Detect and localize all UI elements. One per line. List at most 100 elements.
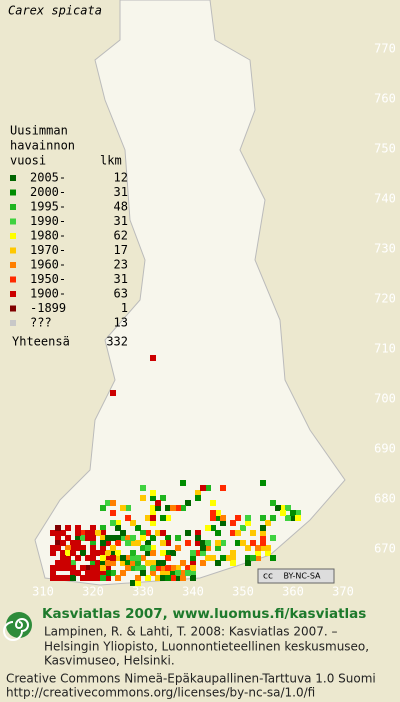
grid-square xyxy=(90,565,96,571)
grid-square xyxy=(200,560,206,566)
grid-square xyxy=(135,555,141,561)
grid-square xyxy=(90,530,96,536)
grid-square xyxy=(120,530,126,536)
grid-square xyxy=(140,530,146,536)
grid-square xyxy=(90,570,96,576)
license: Creative Commons Nimeä-Epäkaupallinen-Ta… xyxy=(6,672,376,686)
grid-square xyxy=(295,515,301,521)
grid-square xyxy=(110,535,116,541)
legend-label: 2005- xyxy=(30,171,66,185)
grid-square xyxy=(100,525,106,531)
grid-square xyxy=(105,560,111,566)
legend-count: 31 xyxy=(114,185,128,199)
grid-square xyxy=(60,530,66,536)
grid-square xyxy=(245,560,251,566)
legend-swatch xyxy=(10,305,16,312)
grid-square xyxy=(260,530,266,536)
grid-square xyxy=(100,575,106,581)
grid-square xyxy=(130,550,136,556)
grid-square xyxy=(185,570,191,576)
grid-square xyxy=(160,540,166,546)
grid-square xyxy=(285,505,291,511)
legend-count: 31 xyxy=(114,272,128,286)
grid-square xyxy=(145,530,151,536)
grid-square xyxy=(165,575,171,581)
grid-square xyxy=(90,540,96,546)
grid-square xyxy=(100,540,106,546)
total: 332 xyxy=(106,335,128,349)
grid-square xyxy=(55,545,61,551)
citation: Kasvimuseo, Helsinki. xyxy=(44,654,175,668)
grid-square xyxy=(90,575,96,581)
grid-square xyxy=(115,535,121,541)
legend-label: 1990- xyxy=(30,214,66,228)
y-tick-label: 720 xyxy=(374,292,396,306)
legend-swatch xyxy=(10,189,16,196)
grid-square xyxy=(50,565,56,571)
grid-square xyxy=(85,535,91,541)
grid-square xyxy=(100,530,106,536)
grid-square xyxy=(235,540,241,546)
grid-square xyxy=(55,535,61,541)
legend-swatch xyxy=(10,320,16,326)
grid-square xyxy=(110,510,116,516)
grid-square xyxy=(255,555,261,561)
grid-square xyxy=(150,560,156,566)
grid-square xyxy=(135,575,141,581)
grid-square xyxy=(105,565,111,571)
legend-heading: havainnon xyxy=(10,139,75,153)
grid-square xyxy=(250,540,256,546)
grid-square xyxy=(130,535,136,541)
grid-square xyxy=(110,545,116,551)
grid-square xyxy=(110,550,116,556)
grid-square xyxy=(245,545,251,551)
grid-square xyxy=(135,580,141,586)
legend-swatch xyxy=(10,247,16,254)
grid-square xyxy=(180,575,186,581)
grid-square xyxy=(75,540,81,546)
legend-swatch xyxy=(10,291,16,297)
grid-square xyxy=(220,515,226,521)
grid-square xyxy=(105,570,111,576)
grid-square xyxy=(285,515,291,521)
grid-square xyxy=(110,500,116,506)
grid-square xyxy=(130,555,136,561)
grid-square xyxy=(145,575,151,581)
legend-count: 17 xyxy=(114,243,128,257)
grid-square xyxy=(65,545,71,551)
grid-square xyxy=(210,500,216,506)
grid-square xyxy=(145,515,151,521)
citation: Lampinen, R. & Lahti, T. 2008: Kasviatla… xyxy=(44,625,338,639)
legend-count: 48 xyxy=(114,200,128,214)
grid-square xyxy=(130,520,136,526)
grid-square xyxy=(215,540,221,546)
total-label: Yhteensä xyxy=(12,335,70,349)
grid-square xyxy=(240,540,246,546)
grid-square xyxy=(80,575,86,581)
grid-square xyxy=(265,550,271,556)
grid-square xyxy=(60,560,66,566)
grid-square xyxy=(270,500,276,506)
grid-square xyxy=(140,570,146,576)
grid-square xyxy=(115,520,121,526)
grid-square xyxy=(195,490,201,496)
grid-square xyxy=(115,550,121,556)
x-tick-label: 330 xyxy=(132,585,154,599)
grid-square xyxy=(80,565,86,571)
badge-text: BY-NC-SA xyxy=(283,572,321,581)
logo xyxy=(3,612,32,641)
grid-square xyxy=(105,555,111,561)
grid-square xyxy=(95,530,101,536)
grid-square xyxy=(60,565,66,571)
grid-square xyxy=(95,565,101,571)
legend-label: -1899 xyxy=(30,301,66,315)
grid-square xyxy=(165,570,171,576)
grid-square xyxy=(175,545,181,551)
grid-square xyxy=(160,495,166,501)
grid-square xyxy=(175,575,181,581)
grid-square xyxy=(160,575,166,581)
legend-label: 1970- xyxy=(30,243,66,257)
grid-square xyxy=(150,505,156,511)
grid-square xyxy=(130,540,136,546)
grid-square xyxy=(140,535,146,541)
